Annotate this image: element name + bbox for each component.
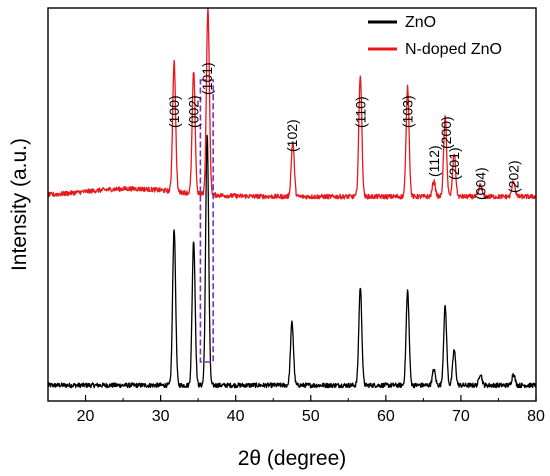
- plot-area: [47, 7, 537, 389]
- peak-label: (200): [438, 116, 454, 149]
- peak-label: (202): [506, 160, 522, 193]
- peak-label: (103): [400, 95, 416, 128]
- legend: ZnO N-doped ZnO: [368, 14, 502, 58]
- peak-label: (101): [199, 62, 215, 95]
- x-tick-label: 60: [377, 408, 395, 425]
- x-tick-label: 20: [77, 408, 95, 425]
- legend-label: ZnO: [405, 14, 436, 31]
- peak-label: (102): [284, 119, 300, 152]
- x-tick-label: 70: [452, 408, 470, 425]
- y-axis-title: Intensity (a.u.): [8, 138, 31, 271]
- peak-label: (112): [426, 145, 442, 177]
- peak-label: (201): [446, 147, 462, 180]
- x-tick-label: 80: [527, 408, 545, 425]
- axes: 20 30 40 50 60 70 80: [47, 7, 545, 425]
- x-axis-title: 2θ (degree): [238, 447, 347, 470]
- x-tick-label: 30: [152, 408, 170, 425]
- plot-frame: [47, 7, 537, 402]
- x-tick-label: 50: [302, 408, 320, 425]
- peak-label: (110): [352, 96, 368, 128]
- peak-labels: (100) (002)(101) (102) (110) (103) (112)(200)…: [166, 62, 521, 200]
- highlight-box: [199, 79, 214, 363]
- peak-label: (002): [186, 95, 202, 128]
- x-tick-label: 40: [227, 408, 245, 425]
- peak-label: (004): [472, 167, 488, 200]
- series-line-n-doped-zno: [47, 7, 537, 200]
- legend-label: N-doped ZnO: [405, 41, 502, 58]
- peak-label: (100): [166, 95, 182, 128]
- series-line-zno: [47, 134, 537, 389]
